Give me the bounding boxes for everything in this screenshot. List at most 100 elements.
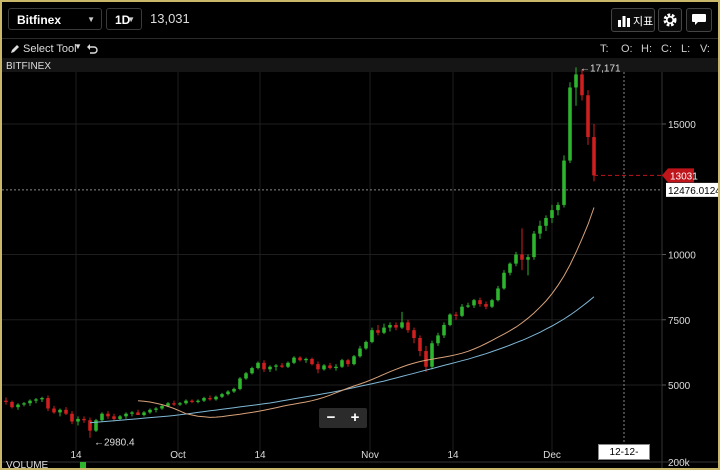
chevron-down-icon: ▼ — [127, 15, 135, 24]
exchange-dropdown[interactable]: Bitfinex ▼ — [8, 8, 102, 30]
candle-body — [82, 418, 86, 421]
low-marker: ←2980.4 — [94, 438, 135, 449]
candle-body — [112, 416, 116, 419]
candle-body — [208, 398, 212, 400]
exchange-dropdown-label: Bitfinex — [17, 13, 62, 27]
candle-body — [550, 210, 554, 218]
candle-body — [94, 420, 98, 431]
candle-body — [292, 357, 296, 363]
candle-body — [64, 409, 68, 414]
candle-body — [526, 257, 530, 260]
candle-body — [226, 391, 230, 395]
chevron-down-icon: ▼ — [74, 42, 82, 51]
candle-body — [490, 300, 494, 307]
candle-body — [448, 314, 452, 325]
candle-body — [316, 364, 320, 370]
candle-body — [472, 300, 476, 306]
candle-body — [412, 330, 416, 339]
y-axis: 5000 7500 10000 15000 — [662, 120, 696, 392]
undo-icon[interactable] — [86, 43, 98, 55]
candle-body — [154, 408, 158, 410]
ohlc-h: H: — [641, 43, 652, 55]
candle-body — [454, 314, 458, 316]
candle-body — [34, 399, 38, 401]
zoom-in-button[interactable]: + — [350, 409, 360, 426]
interval-dropdown[interactable]: 1D ▼ — [106, 8, 142, 30]
y-tick-label: 10000 — [668, 251, 696, 262]
candle-body — [430, 343, 434, 367]
chat-button[interactable] — [686, 8, 712, 32]
candle-body — [256, 362, 260, 369]
candle-body — [28, 400, 32, 404]
candle-body — [568, 87, 572, 161]
candle-body — [4, 400, 8, 402]
x-axis: 14 Oct 14 Nov 14 Dec — [70, 450, 560, 461]
ohlc-v: V: — [700, 43, 710, 55]
candle-body — [22, 403, 26, 405]
moving-averages — [89, 207, 595, 424]
crosshair-price-tag: 12476.01240 — [668, 186, 718, 197]
candle-body — [172, 403, 176, 405]
candle-body — [196, 400, 200, 402]
chevron-down-icon: ▼ — [87, 15, 95, 24]
candle-body — [52, 408, 56, 413]
candle-body — [592, 137, 596, 176]
candle-body — [508, 263, 512, 273]
candle-body — [178, 403, 182, 405]
candle-body — [544, 217, 548, 226]
y-tick-label: 5000 — [668, 381, 691, 392]
candle-body — [124, 413, 128, 417]
candle-body — [334, 366, 338, 369]
select-tool-button[interactable]: Select Tool — [23, 43, 77, 55]
candle-body — [202, 398, 206, 401]
crosshair-price-bg — [666, 182, 718, 197]
crosshair-date-tag: 12-12-2017 — [598, 444, 650, 468]
interval-dropdown-label: 1D — [115, 13, 131, 27]
ohlc-l: L: — [681, 43, 691, 55]
candle-body — [460, 306, 464, 316]
candle-body — [40, 398, 44, 400]
candle-body — [586, 95, 590, 138]
candle-body — [442, 324, 446, 336]
candle-body — [220, 394, 224, 397]
candle-body — [118, 416, 122, 419]
candle-body — [514, 254, 518, 264]
speech-bubble-icon — [692, 14, 706, 25]
candle-body — [574, 74, 578, 88]
chart-grid — [2, 58, 663, 468]
settings-button[interactable] — [658, 8, 682, 32]
candle-body — [100, 413, 104, 421]
candle-body — [562, 160, 566, 205]
overlays: ←17,171 ←2980.4 12476.01240 13031 — [2, 63, 718, 468]
zoom-controls: − + — [319, 408, 367, 428]
indicators-button-label: 지표 — [633, 16, 654, 28]
candle-body — [388, 324, 392, 328]
candle-body — [400, 322, 404, 328]
candle-body — [394, 324, 398, 328]
last-price-tag: 13031 — [670, 171, 698, 182]
x-tick-label: 14 — [254, 450, 266, 461]
candle-body — [466, 305, 470, 307]
candle-body — [136, 412, 140, 416]
candle-body — [424, 351, 428, 367]
candle-body — [232, 388, 236, 392]
candle-body — [304, 358, 308, 361]
volume-label: VOLUME — [6, 460, 49, 468]
candle-body — [478, 300, 482, 305]
gear-icon — [663, 13, 677, 27]
candle-body — [10, 401, 14, 408]
candle-body — [88, 420, 92, 431]
candle-body — [532, 233, 536, 258]
candle-body — [184, 400, 188, 404]
zoom-out-button[interactable]: − — [326, 409, 336, 426]
candle-body — [340, 360, 344, 367]
last-price-bg — [662, 168, 694, 183]
pencil-icon — [11, 45, 19, 53]
x-tick-label: 14 — [447, 450, 459, 461]
indicators-button[interactable]: 지표 — [611, 8, 655, 32]
bar-chart-icon — [618, 16, 630, 27]
candle-body — [382, 327, 386, 333]
candle-body — [106, 413, 110, 417]
candle-body — [328, 365, 332, 369]
